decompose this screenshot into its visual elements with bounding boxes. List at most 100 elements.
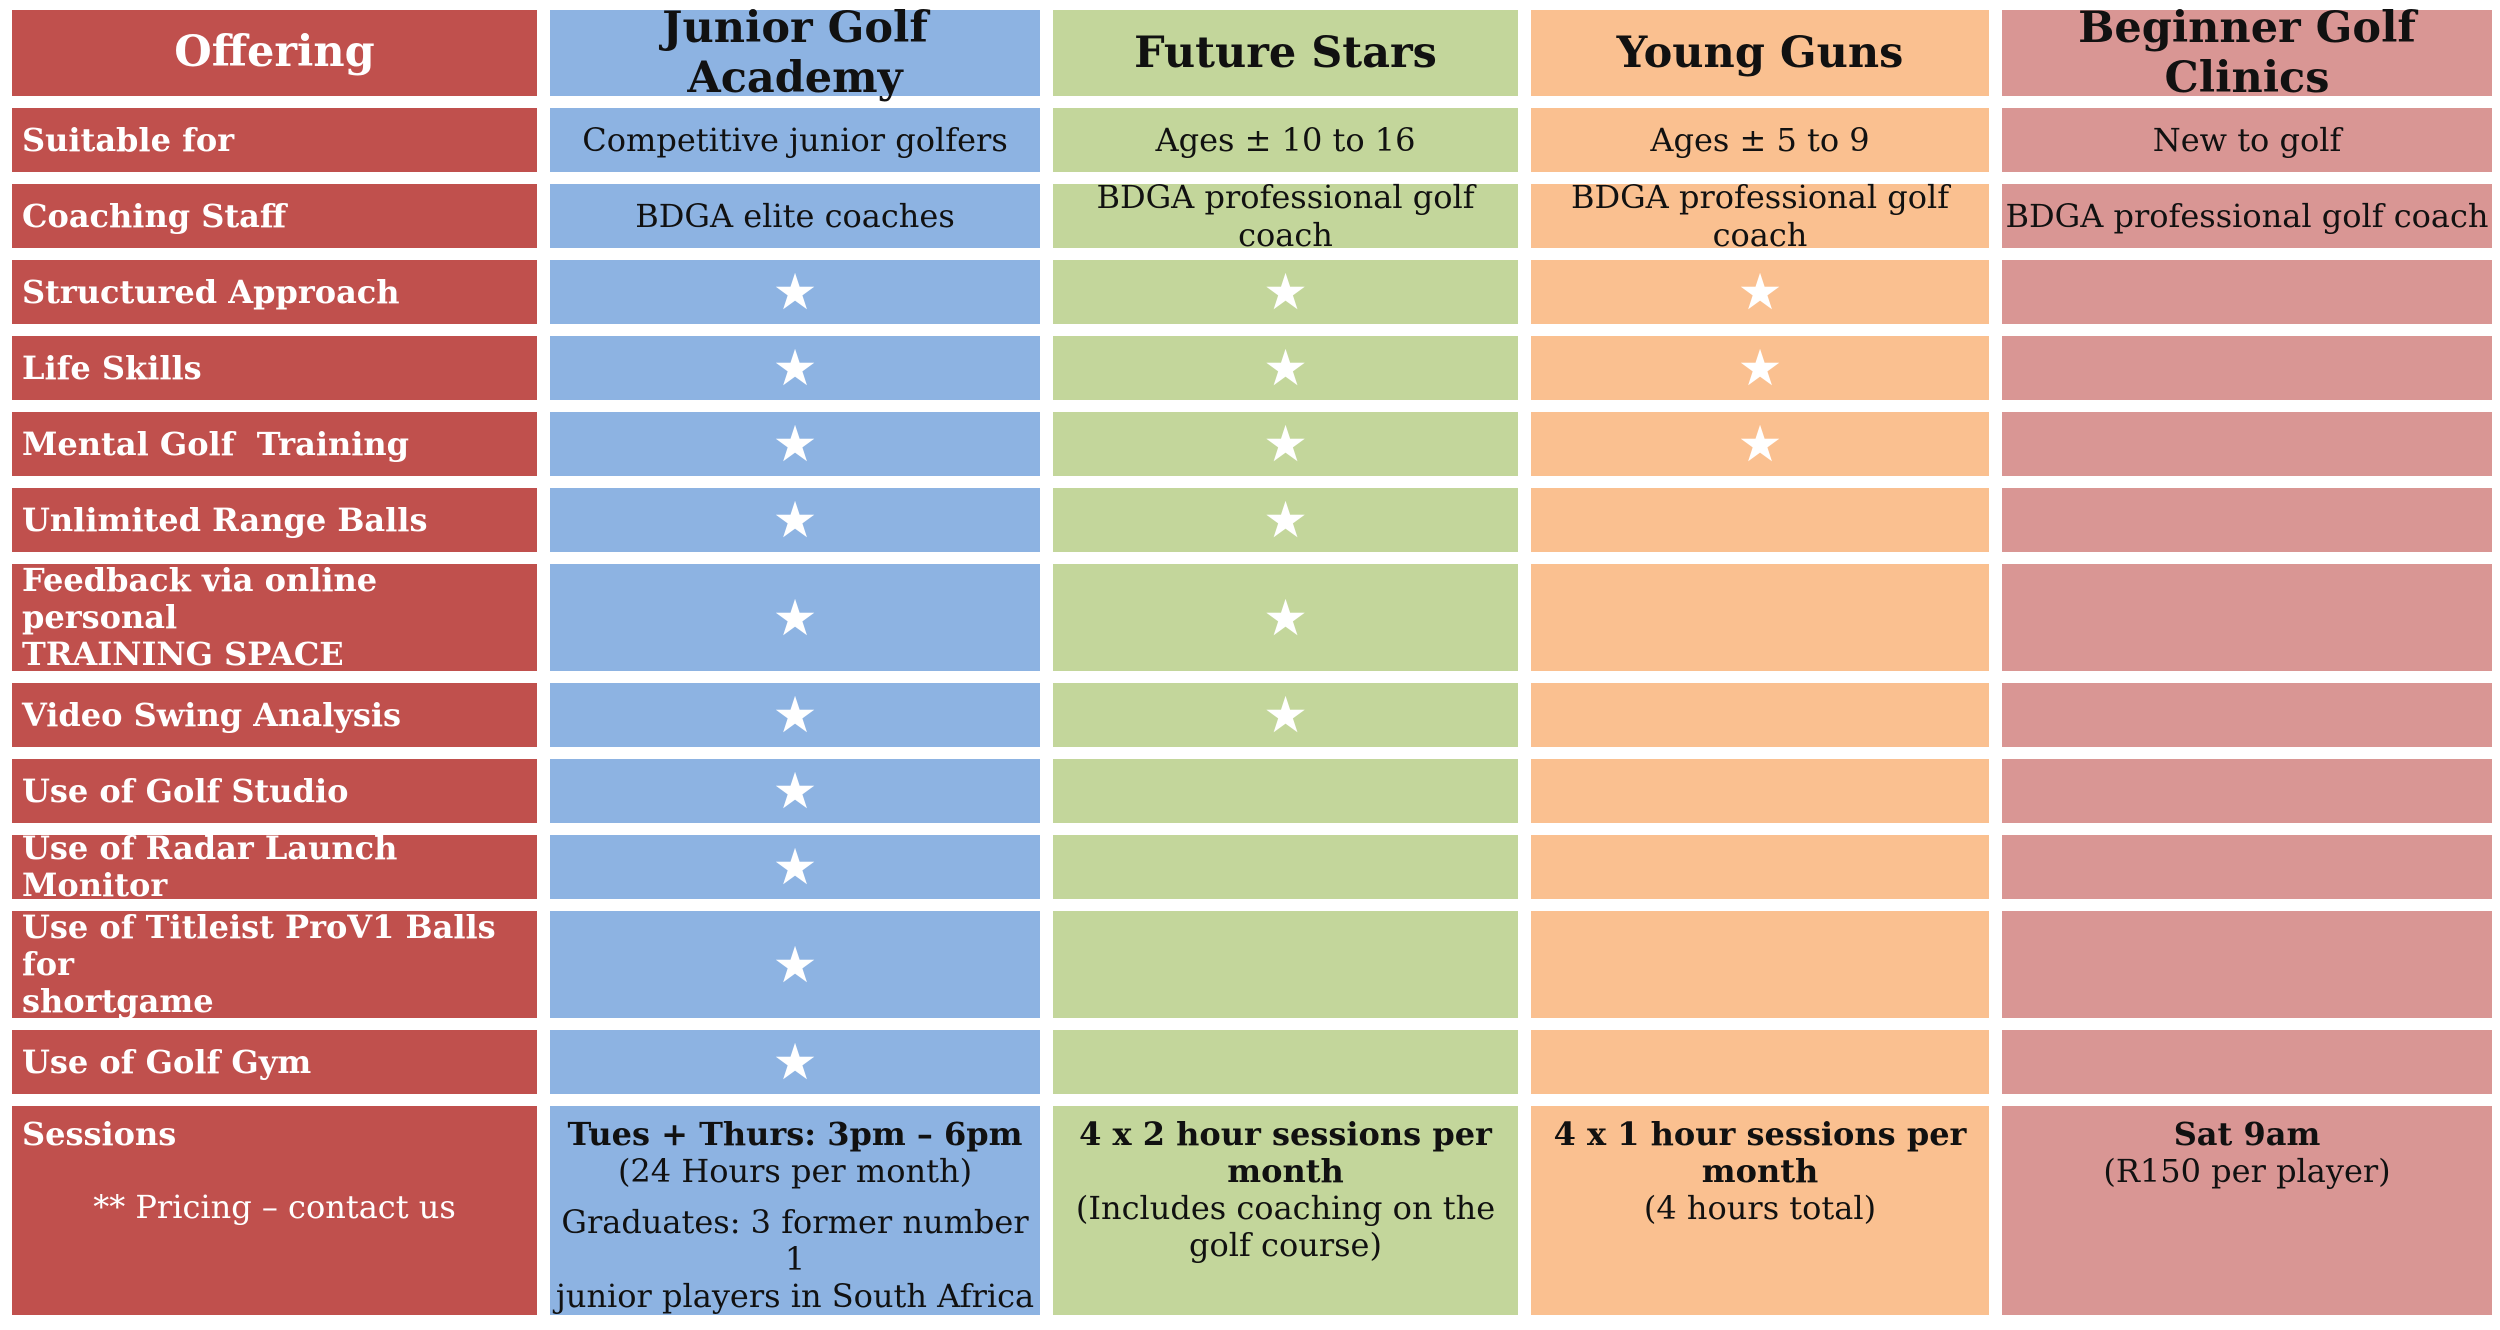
session-line: junior players in South Africa [555, 1277, 1035, 1315]
session-line: 4 x 1 hour sessions per [1553, 1115, 1967, 1153]
unlimited-range-balls-beginner-golf-clinics [2002, 488, 2492, 552]
star-icon: ★ [772, 339, 818, 397]
sessions-junior-golf-academy: Tues + Thurs: 3pm – 6pm (24 Hours per mo… [550, 1106, 1040, 1315]
row-label-suitable-for: Suitable for [12, 108, 537, 172]
coaching-staff-beginner-golf-clinics: BDGA professional golf coach [2002, 184, 2492, 248]
structured-approach-young-guns: ★ [1531, 260, 1989, 324]
session-line: Tues + Thurs: 3pm – 6pm [567, 1115, 1023, 1153]
sessions-future-stars: 4 x 2 hour sessions per month (Includes … [1053, 1106, 1518, 1315]
session-line: (R150 per player) [2103, 1152, 2391, 1190]
star-icon: ★ [1263, 263, 1308, 321]
coaching-staff-young-guns: BDGA professional golf coach [1531, 178, 1989, 254]
row-label-feedback-training-space: Feedback via online personal TRAINING SP… [12, 561, 537, 673]
sessions-beginner-golf-clinics: Sat 9am (R150 per player) [2002, 1106, 2492, 1315]
mental-golf-training-junior-golf-academy: ★ [550, 412, 1040, 476]
row-label-golf-studio: Use of Golf Studio [12, 759, 537, 823]
star-icon: ★ [1263, 415, 1308, 473]
row-label-radar-launch-monitor: Use of Radar Launch Monitor [12, 830, 537, 903]
golf-studio-junior-golf-academy: ★ [550, 759, 1040, 823]
titleist-balls-future-stars [1053, 911, 1518, 1018]
feedback-training-space-young-guns [1531, 564, 1989, 671]
star-icon: ★ [772, 935, 818, 994]
header-young-guns: Young Guns [1531, 10, 1989, 96]
titleist-balls-beginner-golf-clinics [2002, 911, 2492, 1018]
golf-gym-future-stars [1053, 1030, 1518, 1094]
suitable-for-beginner-golf-clinics: New to golf [2002, 108, 2492, 172]
titleist-balls-young-guns [1531, 911, 1989, 1018]
coaching-staff-future-stars: BDGA professional golf coach [1053, 178, 1518, 254]
sessions-label: Sessions [22, 1115, 177, 1153]
life-skills-junior-golf-academy: ★ [550, 336, 1040, 400]
row-label-unlimited-range-balls: Unlimited Range Balls [12, 488, 537, 552]
life-skills-future-stars: ★ [1053, 336, 1518, 400]
golf-gym-junior-golf-academy: ★ [550, 1030, 1040, 1094]
session-line: golf course) [1189, 1226, 1382, 1264]
label-line: Use of Titleist ProV1 Balls for [22, 908, 496, 984]
header-offering: Offering [12, 10, 537, 96]
label-line: shortgame [22, 981, 214, 1020]
mental-golf-training-young-guns: ★ [1531, 412, 1989, 476]
header-future-stars: Future Stars [1053, 10, 1518, 96]
star-icon: ★ [1263, 339, 1308, 397]
row-label-golf-gym: Use of Golf Gym [12, 1030, 537, 1094]
video-swing-analysis-junior-golf-academy: ★ [550, 683, 1040, 747]
golf-gym-young-guns [1531, 1030, 1989, 1094]
session-line: month [1701, 1152, 1819, 1190]
golf-studio-beginner-golf-clinics [2002, 759, 2492, 823]
header-beginner-golf-clinics: Beginner Golf Clinics [2002, 3, 2492, 103]
radar-launch-monitor-beginner-golf-clinics [2002, 835, 2492, 899]
star-icon: ★ [772, 415, 818, 473]
radar-launch-monitor-future-stars [1053, 835, 1518, 899]
row-label-structured-approach: Structured Approach [12, 260, 537, 324]
star-icon: ★ [772, 762, 818, 820]
unlimited-range-balls-young-guns [1531, 488, 1989, 552]
comparison-table: Offering Junior Golf Academy Future Star… [12, 3, 2492, 1315]
row-label-titleist-balls: Use of Titleist ProV1 Balls for shortgam… [12, 908, 537, 1020]
star-icon: ★ [1737, 415, 1783, 473]
golf-studio-future-stars [1053, 759, 1518, 823]
header-junior-golf-academy: Junior Golf Academy [550, 3, 1040, 103]
mental-golf-training-beginner-golf-clinics [2002, 412, 2492, 476]
session-line: Graduates: 3 former number 1 [561, 1203, 1029, 1278]
row-label-life-skills: Life Skills [12, 336, 537, 400]
feedback-training-space-beginner-golf-clinics [2002, 564, 2492, 671]
star-icon: ★ [772, 1033, 818, 1091]
mental-golf-training-future-stars: ★ [1053, 412, 1518, 476]
row-label-video-swing-analysis: Video Swing Analysis [12, 683, 537, 747]
label-line: Feedback via online personal [22, 561, 378, 637]
label-line: TRAINING SPACE [22, 634, 344, 673]
star-icon: ★ [772, 491, 818, 549]
video-swing-analysis-future-stars: ★ [1053, 683, 1518, 747]
suitable-for-future-stars: Ages ± 10 to 16 [1053, 108, 1518, 172]
pricing-note: ** Pricing – contact us [93, 1187, 456, 1226]
feedback-training-space-future-stars: ★ [1053, 564, 1518, 671]
video-swing-analysis-young-guns [1531, 683, 1989, 747]
unlimited-range-balls-junior-golf-academy: ★ [550, 488, 1040, 552]
radar-launch-monitor-young-guns [1531, 835, 1989, 899]
session-line: (Includes coaching on the [1075, 1189, 1496, 1227]
star-icon: ★ [1263, 588, 1308, 647]
life-skills-beginner-golf-clinics [2002, 336, 2492, 400]
radar-launch-monitor-junior-golf-academy: ★ [550, 835, 1040, 899]
golf-studio-young-guns [1531, 759, 1989, 823]
star-icon: ★ [772, 838, 818, 896]
star-icon: ★ [772, 263, 818, 321]
coaching-staff-junior-golf-academy: BDGA elite coaches [550, 184, 1040, 248]
star-icon: ★ [1737, 339, 1783, 397]
structured-approach-beginner-golf-clinics [2002, 260, 2492, 324]
suitable-for-young-guns: Ages ± 5 to 9 [1531, 108, 1989, 172]
star-icon: ★ [1263, 686, 1308, 744]
feedback-training-space-junior-golf-academy: ★ [550, 564, 1040, 671]
structured-approach-junior-golf-academy: ★ [550, 260, 1040, 324]
session-line: (4 hours total) [1643, 1189, 1877, 1227]
video-swing-analysis-beginner-golf-clinics [2002, 683, 2492, 747]
unlimited-range-balls-future-stars: ★ [1053, 488, 1518, 552]
suitable-for-junior-golf-academy: Competitive junior golfers [550, 108, 1040, 172]
sessions-young-guns: 4 x 1 hour sessions per month (4 hours t… [1531, 1106, 1989, 1315]
session-line: month [1227, 1152, 1344, 1190]
titleist-balls-junior-golf-academy: ★ [550, 911, 1040, 1018]
star-icon: ★ [772, 686, 818, 744]
structured-approach-future-stars: ★ [1053, 260, 1518, 324]
star-icon: ★ [1263, 491, 1308, 549]
row-label-sessions: Sessions ** Pricing – contact us [12, 1106, 537, 1315]
